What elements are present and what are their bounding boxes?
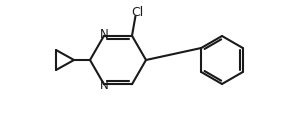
Text: N: N <box>100 79 108 92</box>
Text: N: N <box>100 28 108 41</box>
Text: Cl: Cl <box>131 6 144 19</box>
